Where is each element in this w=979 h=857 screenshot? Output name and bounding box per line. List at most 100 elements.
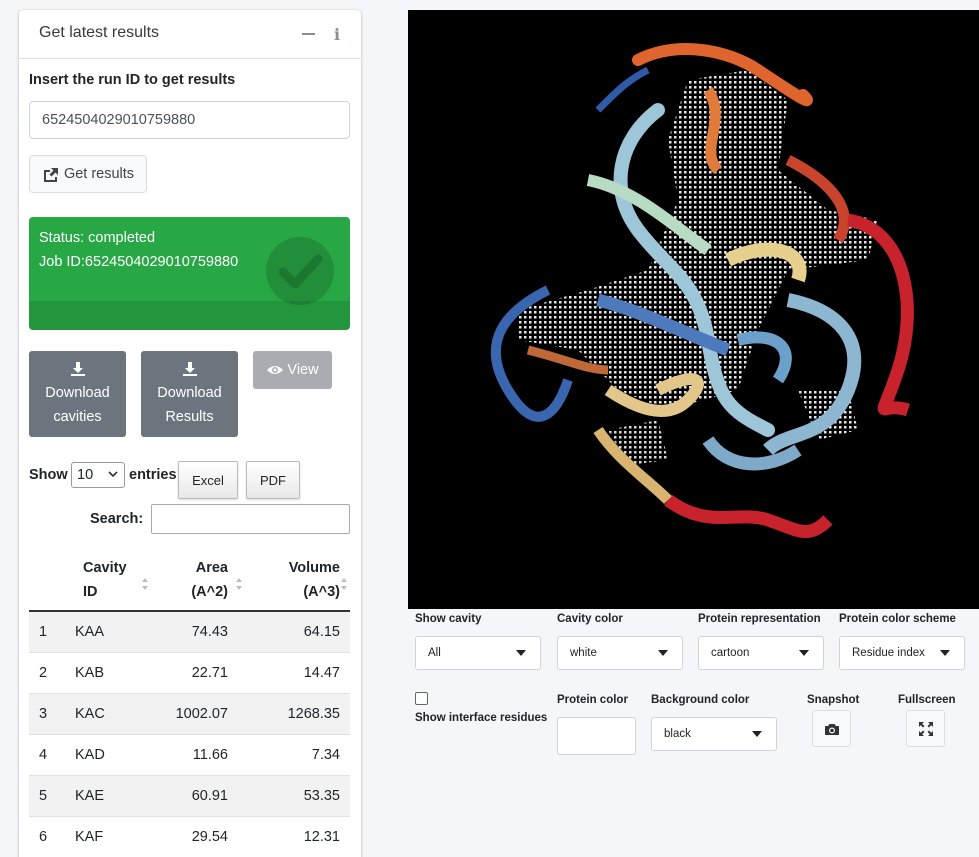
caret-down-icon: [658, 650, 668, 656]
show-cavity-label: Show cavity: [415, 613, 482, 625]
get-results-button[interactable]: Get results: [29, 155, 147, 193]
snapshot-button[interactable]: [812, 710, 851, 747]
col-volume-l1: Volume: [288, 560, 340, 576]
protein-scheme-value: Residue index: [852, 647, 925, 659]
download-icon: [70, 362, 85, 376]
table-row[interactable]: 4 KAD 11.66 7.34: [29, 733, 350, 775]
minimize-icon[interactable]: [302, 33, 315, 35]
protein-structure-render: [490, 43, 914, 539]
results-card: Get latest results i Insert the run ID t…: [19, 10, 361, 857]
col-cavity-l1: Cavity: [83, 560, 127, 576]
bg-color-select[interactable]: black: [651, 717, 777, 751]
table-row[interactable]: 3 KAC 1002.07 1268.35: [29, 692, 350, 734]
cell-area: 11.66: [151, 733, 245, 775]
download-icon: [182, 362, 197, 376]
download-cavities-button[interactable]: Download cavities: [29, 351, 126, 437]
cavity-color-value: white: [570, 647, 597, 659]
get-results-label: Get results: [63, 166, 135, 182]
download-cavities-line2: cavities: [53, 409, 102, 425]
table-row[interactable]: 6 KAF 29.54 12.31: [29, 815, 350, 857]
cell-volume: 14.47: [245, 651, 350, 693]
table-row[interactable]: 5 KAE 60.91 53.35: [29, 774, 350, 816]
runid-label: Insert the run ID to get results: [29, 72, 236, 88]
cell-area: 29.54: [151, 815, 245, 857]
table-row[interactable]: 1 KAA 74.43 64.15: [29, 610, 350, 652]
col-area-l1: Area: [195, 560, 228, 576]
show-cavity-value: All: [428, 647, 441, 659]
cell-index: 5: [29, 774, 69, 816]
cavity-color-select[interactable]: white: [557, 636, 683, 670]
download-results-button[interactable]: Download Results: [141, 351, 238, 437]
fullscreen-button[interactable]: [906, 710, 945, 747]
table-row[interactable]: 2 KAB 22.71 14.47: [29, 651, 350, 693]
col-index-header: [29, 550, 69, 612]
cell-cavity: KAE: [69, 774, 151, 816]
pdf-button[interactable]: PDF: [246, 461, 300, 499]
caret-down-icon: [940, 650, 950, 656]
cell-area: 74.43: [151, 610, 245, 652]
bg-color-label: Background color: [651, 694, 750, 706]
search-input[interactable]: [151, 504, 350, 534]
external-link-icon: [43, 168, 58, 182]
cell-index: 4: [29, 733, 69, 775]
fullscreen-label: Fullscreen: [898, 694, 956, 706]
sort-icon: [236, 578, 242, 590]
card-header: Get latest results i: [19, 10, 361, 59]
cell-index: 6: [29, 815, 69, 857]
cell-index: 2: [29, 651, 69, 693]
chevron-down-icon: [108, 471, 118, 478]
cell-index: 3: [29, 692, 69, 734]
search-label: Search:: [90, 511, 144, 527]
job-id-text: Job ID:6524504029010759880: [39, 254, 239, 270]
interface-residues-checkbox[interactable]: [415, 692, 428, 705]
check-circle-icon: [266, 237, 334, 305]
molecule-viewer[interactable]: [408, 10, 979, 609]
col-area-l2: (A^2): [191, 584, 228, 600]
view-label: View: [287, 362, 319, 378]
col-volume-l2: (A^3): [303, 584, 340, 600]
cell-area: 22.71: [151, 651, 245, 693]
protein-rep-select[interactable]: cartoon: [698, 636, 824, 670]
show-label: Show: [29, 467, 68, 483]
camera-icon: [824, 723, 839, 735]
snapshot-label: Snapshot: [807, 694, 860, 706]
cavity-table: Cavity ID Area (A^2) Volume (A^3) 1: [29, 550, 350, 857]
protein-color-label: Protein color: [557, 694, 628, 706]
cell-area: 1002.07: [151, 692, 245, 734]
bg-color-value: black: [664, 728, 691, 740]
col-cavity-l2: ID: [83, 584, 98, 600]
col-cavity-header[interactable]: Cavity ID: [69, 550, 151, 612]
runid-input[interactable]: 6524504029010759880: [29, 101, 350, 139]
caret-down-icon: [752, 731, 762, 737]
cell-volume: 12.31: [245, 815, 350, 857]
page-length-value: 10: [77, 467, 94, 483]
protein-scheme-label: Protein color scheme: [839, 613, 956, 625]
protein-color-input[interactable]: [557, 717, 636, 755]
cell-volume: 53.35: [245, 774, 350, 816]
status-box: Status: completed Job ID:652450402901075…: [29, 217, 350, 330]
eye-icon: [267, 366, 284, 374]
download-cavities-line1: Download: [45, 385, 110, 401]
protein-rep-value: cartoon: [711, 647, 750, 659]
sort-icon: [142, 578, 148, 590]
col-area-header[interactable]: Area (A^2): [151, 550, 245, 612]
protein-rep-label: Protein representation: [698, 613, 821, 625]
col-volume-header[interactable]: Volume (A^3): [245, 550, 350, 612]
status-footer: [29, 301, 350, 330]
cavity-color-label: Cavity color: [557, 613, 623, 625]
expand-icon: [918, 721, 933, 736]
cell-cavity: KAF: [69, 815, 151, 857]
cell-volume: 1268.35: [245, 692, 350, 734]
page-length-select[interactable]: 10: [71, 462, 125, 488]
caret-down-icon: [516, 650, 526, 656]
cell-volume: 64.15: [245, 610, 350, 652]
cell-cavity: KAD: [69, 733, 151, 775]
protein-scheme-select[interactable]: Residue index: [839, 636, 965, 670]
view-button[interactable]: View: [253, 351, 332, 389]
caret-down-icon: [799, 650, 809, 656]
card-title: Get latest results: [39, 24, 160, 41]
show-cavity-select[interactable]: All: [415, 636, 541, 670]
interface-residues-label: Show interface residues: [415, 712, 548, 724]
excel-button[interactable]: Excel: [178, 461, 238, 499]
info-icon[interactable]: i: [334, 25, 341, 44]
